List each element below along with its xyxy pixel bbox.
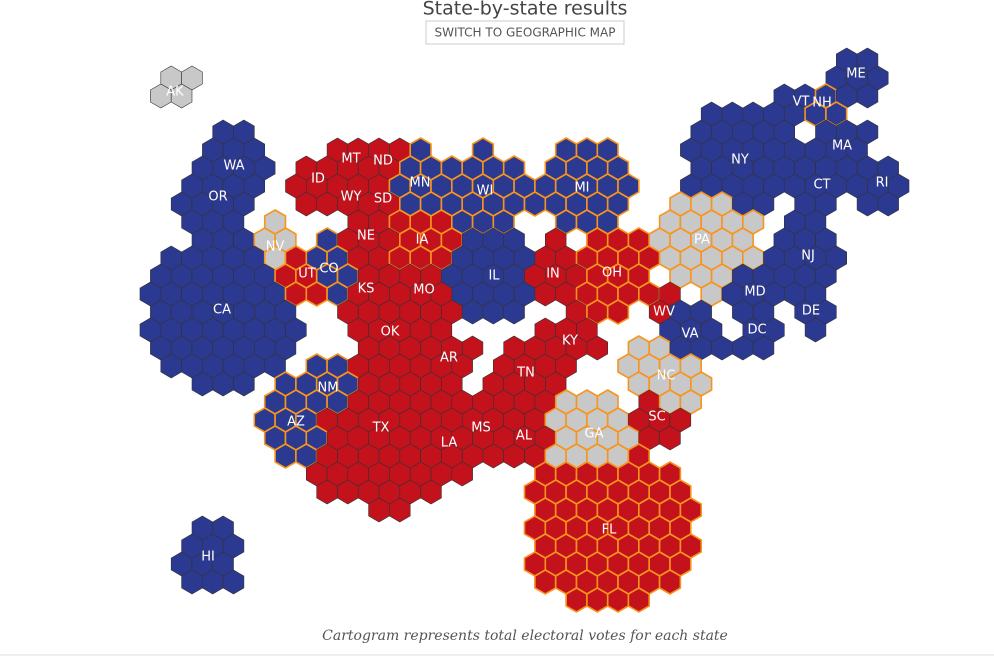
state-hex (877, 191, 899, 217)
title: State-by-state results (423, 0, 628, 20)
state-hex (804, 317, 827, 343)
state-hex (222, 569, 245, 595)
state-hex (420, 479, 442, 505)
state-hex (606, 299, 630, 325)
switch-button-label[interactable]: SWITCH TO GEOGRAPHIC MAP (435, 26, 616, 40)
state-hex (503, 299, 525, 325)
state-hex (627, 587, 651, 613)
state-hex (534, 569, 557, 595)
state-hex (389, 497, 411, 523)
state-hex (233, 371, 255, 397)
switch-button[interactable] (425, 20, 625, 45)
state-hex (659, 425, 681, 451)
state-hex (752, 335, 775, 361)
state-hex (658, 569, 682, 595)
state-hex (523, 191, 547, 217)
hex-layer (139, 47, 910, 613)
state-hex (586, 335, 609, 361)
state-hex (451, 461, 473, 487)
state-hex (586, 587, 609, 613)
state-hex (170, 83, 193, 109)
state-hex (305, 281, 328, 307)
footnote: Cartogram represents total electoral vot… (322, 628, 728, 644)
state-hex (606, 587, 630, 613)
state-hex (565, 587, 588, 613)
state-hex (856, 83, 879, 109)
state-hex (274, 443, 297, 469)
